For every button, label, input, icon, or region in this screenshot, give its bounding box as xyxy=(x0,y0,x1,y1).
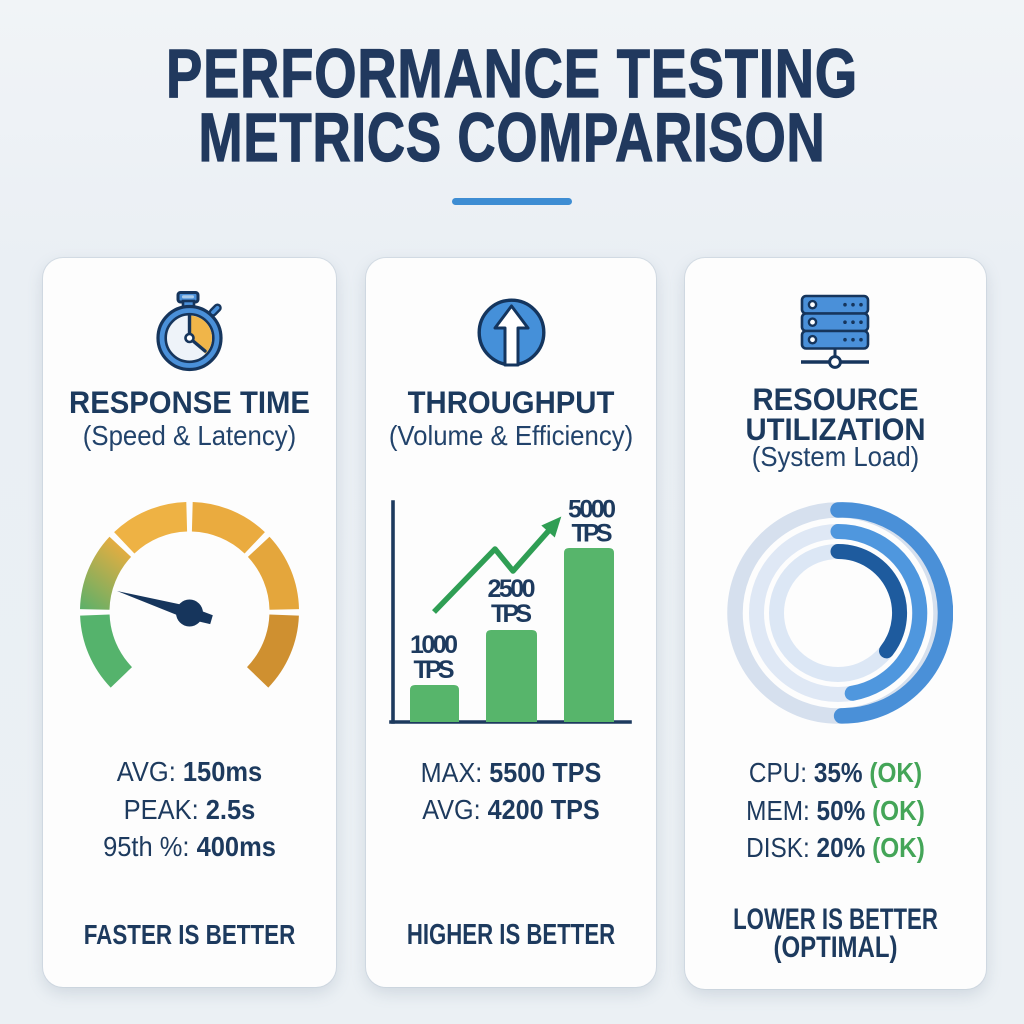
svg-text:1000: 1000 xyxy=(410,631,458,659)
svg-text:5000: 5000 xyxy=(568,496,616,524)
svg-text:TPS: TPS xyxy=(491,600,532,628)
svg-text:TPS: TPS xyxy=(572,520,613,548)
svg-text:2500: 2500 xyxy=(488,575,536,603)
svg-text:TPS: TPS xyxy=(414,656,455,684)
